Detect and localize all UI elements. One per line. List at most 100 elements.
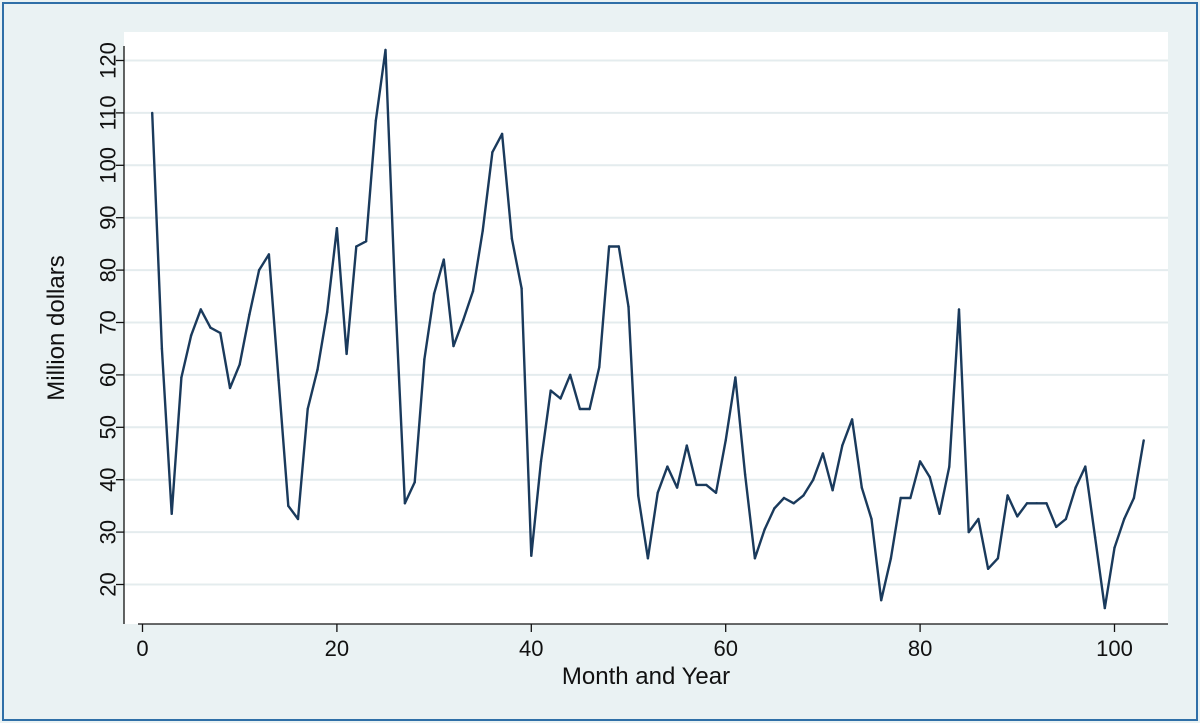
data-point: [821, 452, 825, 455]
y-tick-label: 70: [96, 310, 121, 334]
data-point: [384, 48, 387, 52]
data-point: [530, 554, 533, 557]
data-point: [928, 475, 931, 479]
tick-labels: 20 30 40 50 60 70 80 90 100 110 120 0 20 40 60 80 100: [96, 42, 1133, 661]
y-tick-label: 80: [96, 258, 121, 282]
data-point: [1113, 546, 1116, 549]
data-point: [267, 253, 271, 256]
data-point: [335, 227, 339, 230]
data-point: [151, 111, 154, 115]
data-point: [646, 557, 650, 560]
data-point: [432, 292, 436, 295]
line-chart: 20 30 40 50 60 70 80 90 100 110 120 0 20 40 60 80 100 Mo…: [43, 32, 1168, 690]
x-tick-label: 100: [1096, 636, 1133, 661]
data-point: [1084, 465, 1087, 468]
data-point: [588, 407, 591, 411]
data-point: [403, 502, 407, 505]
data-point: [1132, 496, 1136, 500]
data-point: [666, 465, 669, 468]
data-point: [549, 389, 552, 392]
data-point: [374, 119, 377, 123]
data-point: [705, 483, 708, 487]
y-tick-label: 100: [96, 147, 121, 184]
data-point: [520, 287, 523, 290]
data-point: [296, 517, 300, 521]
data-point: [831, 489, 834, 492]
data-point: [209, 326, 212, 329]
y-axis-title: Million dollars: [43, 255, 70, 400]
data-point: [1093, 536, 1097, 539]
data-point: [841, 444, 844, 447]
x-tick-label: 20: [325, 636, 349, 661]
data-point: [248, 313, 251, 316]
x-tick-label: 80: [908, 636, 932, 661]
data-point: [471, 289, 475, 293]
data-point: [850, 418, 854, 421]
x-tick-label: 0: [136, 636, 148, 661]
data-point: [238, 363, 241, 366]
data-point: [948, 465, 951, 468]
data-point: [423, 358, 426, 361]
data-point: [452, 344, 455, 348]
data-point: [1016, 515, 1019, 518]
data-point: [160, 347, 164, 350]
data-point: [598, 365, 601, 369]
data-point: [481, 229, 484, 232]
axes: [116, 46, 1168, 632]
data-point: [986, 567, 990, 570]
data-point: [617, 245, 620, 248]
data-point: [1074, 486, 1077, 489]
data-point: [559, 397, 562, 400]
y-tick-label: 30: [96, 520, 121, 544]
data-point: [355, 245, 358, 248]
data-point: [228, 386, 232, 390]
data-point: [889, 557, 893, 560]
data-point: [860, 486, 863, 489]
data-point: [918, 460, 922, 463]
y-tick-label: 90: [96, 205, 121, 229]
data-point: [773, 507, 776, 510]
data-point: [539, 460, 543, 463]
data-point: [724, 439, 727, 442]
data-point: [753, 557, 757, 560]
y-tick-label: 120: [96, 42, 121, 79]
data-point: [219, 331, 222, 335]
data-point: [1103, 606, 1107, 610]
data-point: [656, 491, 659, 494]
data-point: [1123, 517, 1126, 521]
data-point: [1142, 439, 1145, 442]
x-tick-label: 40: [519, 636, 543, 661]
y-tick-label: 40: [96, 467, 121, 491]
data-point: [180, 376, 183, 379]
data-point: [500, 132, 504, 136]
data-point: [189, 334, 193, 337]
data-point: [899, 496, 902, 500]
data-point: [714, 491, 718, 494]
data-point: [734, 376, 737, 379]
gridlines: [124, 59, 1168, 586]
data-point: [510, 237, 514, 240]
x-axis-title: Month and Year: [562, 663, 730, 690]
data-point: [996, 557, 1000, 560]
y-tick-label: 50: [96, 415, 121, 439]
data-point: [326, 310, 329, 314]
data-point: [743, 473, 747, 476]
data-point: [627, 305, 630, 308]
data-point: [938, 512, 941, 515]
data-point: [257, 268, 261, 272]
data-point: [607, 245, 611, 248]
y-tick-label: 110: [96, 95, 121, 130]
data-point: [491, 151, 494, 154]
data-point: [345, 352, 348, 356]
data-point: [1064, 517, 1068, 521]
data-point: [792, 502, 795, 505]
data-point: [977, 517, 980, 521]
data-point: [685, 444, 688, 447]
y-tick-label: 60: [96, 363, 121, 387]
data-point: [637, 494, 640, 497]
data-point: [675, 486, 679, 489]
data-point: [763, 528, 766, 531]
data-point: [1006, 494, 1009, 497]
data-points: [151, 48, 1145, 610]
